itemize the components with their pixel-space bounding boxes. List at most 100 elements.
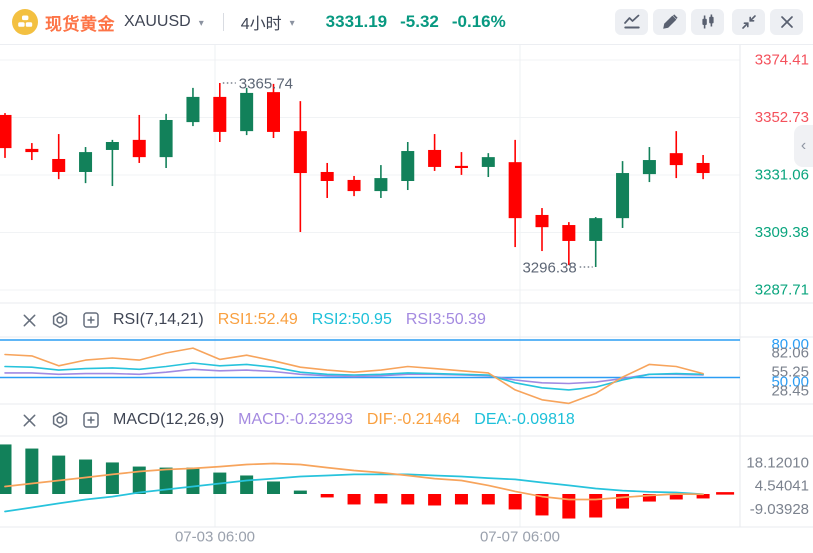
macd-hist-bar: [696, 494, 710, 499]
candle-body: [589, 218, 603, 241]
rsi1-value: RSI1:52.49: [217, 311, 298, 328]
symbol-selector[interactable]: XAUUSD: [124, 13, 191, 30]
macd-hist-bar: [481, 494, 495, 505]
price-group: 3331.19 -5.32 -0.16%: [326, 12, 506, 32]
symbol-caret-icon[interactable]: ▾: [198, 17, 204, 29]
macd-scale-label: -9.03928: [750, 501, 809, 518]
collapse-arrows-icon: [741, 15, 756, 29]
candle-body: [428, 149, 442, 167]
macd-indicator-label[interactable]: MACD(12,26,9): [113, 411, 225, 428]
rsi-level-label: 80.00: [771, 336, 809, 353]
instrument-name: 现货黄金: [45, 14, 115, 34]
dif-value: DIF:-0.21464: [366, 411, 461, 428]
candle-body: [454, 165, 468, 169]
price-axis-label: 3309.38: [755, 224, 809, 241]
macd-hist-bar: [0, 444, 12, 494]
macd-pane-controls: [21, 411, 100, 429]
rsi-level-label: 50.00: [771, 374, 809, 391]
macd-hist-bar: [401, 494, 415, 505]
panel-collapse-tab[interactable]: ‹: [794, 125, 813, 167]
draw-button[interactable]: [653, 9, 686, 35]
candle-body: [642, 160, 656, 175]
macd-hist-bar: [616, 494, 630, 509]
price-axis-label: 3331.06: [755, 167, 809, 184]
candle-body: [52, 158, 66, 172]
candle-body: [159, 119, 173, 158]
macd-hist-bar: [535, 494, 549, 516]
dea-value: DEA:-0.09818: [474, 411, 575, 428]
candlestick-style-button[interactable]: [691, 9, 724, 35]
macd-hist-bar: [105, 462, 119, 494]
candle-body: [562, 225, 576, 241]
macd-hist-bar: [132, 466, 146, 494]
price-axis-label: 3374.41: [755, 52, 809, 69]
rsi3-value: RSI3:50.39: [405, 311, 486, 328]
close-icon: [780, 16, 793, 28]
chart-toolbar: [615, 9, 803, 35]
rsi-scale-label: 55.25: [771, 364, 809, 381]
macd-hist-bar: [347, 494, 361, 505]
candle-body: [401, 151, 415, 182]
line-chart-icon: [623, 14, 640, 29]
candle-body: [132, 139, 146, 158]
candle-body: [481, 157, 495, 167]
macd-hist-bar: [428, 494, 442, 506]
rsi2-line: [4, 362, 704, 391]
macd-scale-label: 18.12010: [746, 454, 809, 471]
rsi-pane-header: RSI(7,14,21) RSI1:52.49 RSI2:50.95 RSI3:…: [0, 303, 813, 337]
gold-coin-icon: [12, 9, 38, 35]
macd-hist-bar: [508, 494, 522, 510]
macd-hist-bar: [669, 494, 683, 500]
candle-body: [79, 152, 93, 172]
candle-body: [25, 148, 39, 153]
macd-scale-label: 4.54041: [755, 478, 809, 495]
interval-selector[interactable]: 4小时: [240, 16, 282, 33]
macd-hist-bar: [374, 494, 388, 504]
time-axis-label: 07-03 06:00: [175, 529, 255, 546]
candle-body: [0, 114, 12, 149]
interval-caret-icon[interactable]: ▾: [289, 17, 295, 29]
rsi-scale-label: 82.06: [771, 345, 809, 362]
candle-body: [616, 173, 630, 219]
rsi-scale-label: 28.45: [771, 382, 809, 399]
chart-area: 80.00 50.00 82.06 55.25 28.45 18.12010 4.54041…: [0, 45, 813, 553]
close-chart-button[interactable]: [770, 9, 803, 35]
candle-body: [669, 153, 683, 166]
rsi-add-icon[interactable]: [82, 311, 100, 329]
macd-hist-bar: [52, 455, 66, 494]
pencil-icon: [662, 14, 678, 29]
dif-line: [4, 462, 704, 501]
header-divider: [222, 13, 224, 31]
line-chart-button[interactable]: [615, 9, 648, 35]
macd-add-icon[interactable]: [82, 411, 100, 429]
rsi1-line: [4, 347, 704, 405]
macd-hist-bar: [293, 490, 307, 494]
candle-body: [293, 131, 307, 174]
candle-body: [320, 171, 334, 182]
price-change: -5.32: [400, 12, 439, 31]
rsi-settings-icon[interactable]: [51, 311, 69, 329]
macd-value: MACD:-0.23293: [238, 411, 353, 428]
macd-hist-bar: [454, 494, 468, 505]
price-axis-label: 3287.71: [755, 282, 809, 299]
macd-settings-icon[interactable]: [51, 411, 69, 429]
instrument-group: 现货黄金 XAUUSD ▾ 4小时 ▾ 3331.19 -5.32 -0.16%: [12, 9, 615, 35]
high-price-annotation: 3365.74: [239, 76, 293, 93]
candle-body: [105, 142, 119, 150]
candle-body: [508, 162, 522, 219]
collapse-button[interactable]: [732, 9, 765, 35]
rsi-close-icon[interactable]: [21, 312, 38, 329]
macd-close-icon[interactable]: [21, 412, 38, 429]
rsi-indicator-label[interactable]: RSI(7,14,21): [113, 311, 204, 328]
price-change-percent: -0.16%: [451, 12, 506, 31]
macd-hist-bar: [320, 494, 334, 498]
candle-body: [267, 92, 280, 132]
rsi2-value: RSI2:50.95: [311, 311, 392, 328]
macd-hist-bar: [159, 467, 173, 494]
macd-hist-bar: [186, 467, 200, 494]
macd-pane-header: MACD(12,26,9) MACD:-0.23293 DIF:-0.21464…: [0, 404, 813, 436]
macd-hist-bar: [25, 448, 39, 494]
candle-body: [347, 179, 361, 192]
